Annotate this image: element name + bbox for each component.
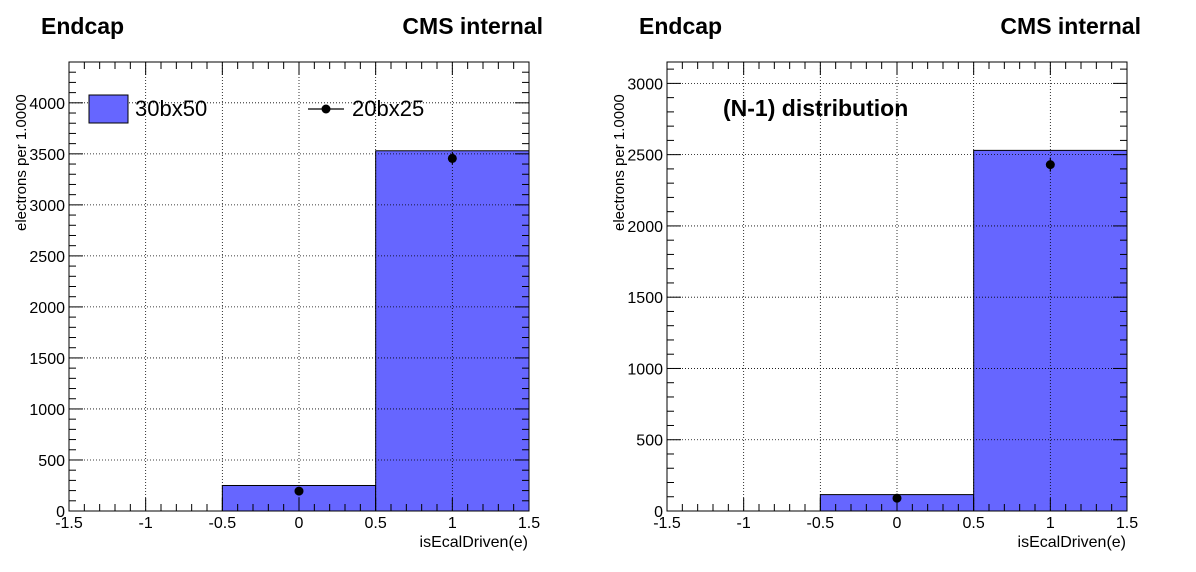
annotation-n-minus-1: (N-1) distribution — [723, 95, 909, 121]
x-tick-label: 0.5 — [963, 515, 985, 532]
legend-swatch-fill — [88, 94, 129, 124]
data-point-1 — [1045, 160, 1055, 170]
x-tick-label: 1 — [448, 515, 457, 532]
plot-area-2: -1.5 -1 -0.5 0 0.5 1 1.5 0 500 1000 1500 2000 2500 30… — [627, 61, 1138, 532]
histogram-bar-1 — [375, 150, 530, 512]
y-tick-label: 2500 — [29, 249, 65, 266]
chart-group: -1.5 -1 -0.5 0 0.5 1 1.5 0 500 1000 1500 2000 2500 30… — [29, 61, 540, 532]
y-tick-label: 2000 — [29, 300, 65, 317]
y-axis-label: electrons per 1.0000 — [611, 94, 628, 231]
y-tick-label: 0 — [56, 504, 65, 521]
y-tick-label: 3000 — [29, 198, 65, 215]
x-tick-label: -1 — [737, 515, 751, 532]
plot-area-1: -1.5 -1 -0.5 0 0.5 1 1.5 0 500 1000 1500 2000 2500 30… — [29, 61, 540, 532]
y-tick-label: 1500 — [29, 351, 65, 368]
region-label: Endcap — [639, 13, 723, 39]
y-tick-label: 500 — [636, 433, 663, 450]
x-tick-label: 0.5 — [365, 515, 387, 532]
chart-panel-1: -1.5 -1 -0.5 0 0.5 1 1.5 0 500 1000 1500 2000 2500 30… — [13, 13, 543, 551]
y-tick-label: 1500 — [627, 290, 663, 307]
chart-panel-2: -1.5 -1 -0.5 0 0.5 1 1.5 0 500 1000 1500 2000 2500 30… — [598, 0, 1196, 572]
y-axis-label: electrons per 1.0000 — [13, 94, 30, 231]
y-tick-label: 2500 — [627, 148, 663, 165]
x-tick-label: -1 — [139, 515, 153, 532]
legend-swatch-marker — [321, 104, 331, 114]
y-tick-label: 1000 — [29, 402, 65, 419]
y-tick-label: 1000 — [627, 361, 663, 378]
legend-label-30bx50: 30bx50 — [135, 96, 208, 121]
x-tick-label: 0 — [893, 515, 902, 532]
x-axis-label: isEcalDriven(e) — [419, 534, 528, 551]
x-tick-label: -0.5 — [807, 515, 835, 532]
histogram-bar-1 — [973, 149, 1128, 512]
x-tick-label: -1.5 — [55, 515, 83, 532]
experiment-label: CMS internal — [402, 13, 543, 39]
x-tick-label: -1.5 — [653, 515, 681, 532]
y-tick-label: 3500 — [29, 147, 65, 164]
y-tick-label: 4000 — [29, 96, 65, 113]
region-label: Endcap — [41, 13, 125, 39]
x-tick-label: 1 — [1046, 515, 1055, 532]
x-tick-label: 0 — [295, 515, 304, 532]
y-tick-label: 3000 — [627, 76, 663, 93]
x-axis-label: isEcalDriven(e) — [1017, 534, 1126, 551]
experiment-label: CMS internal — [1000, 13, 1141, 39]
x-tick-label: 1.5 — [1116, 515, 1138, 532]
x-tick-label: -0.5 — [209, 515, 237, 532]
y-tick-label: 0 — [654, 504, 663, 521]
data-point-0 — [892, 493, 902, 503]
legend-label-20bx25: 20bx25 — [352, 96, 425, 121]
data-point-0 — [294, 486, 304, 496]
y-tick-label: 500 — [38, 453, 65, 470]
data-point-1 — [447, 153, 457, 163]
y-tick-label: 2000 — [627, 219, 663, 236]
x-tick-label: 1.5 — [518, 515, 540, 532]
chart-group: -1.5 -1 -0.5 0 0.5 1 1.5 0 500 1000 1500 2000 2500 30… — [627, 61, 1138, 532]
